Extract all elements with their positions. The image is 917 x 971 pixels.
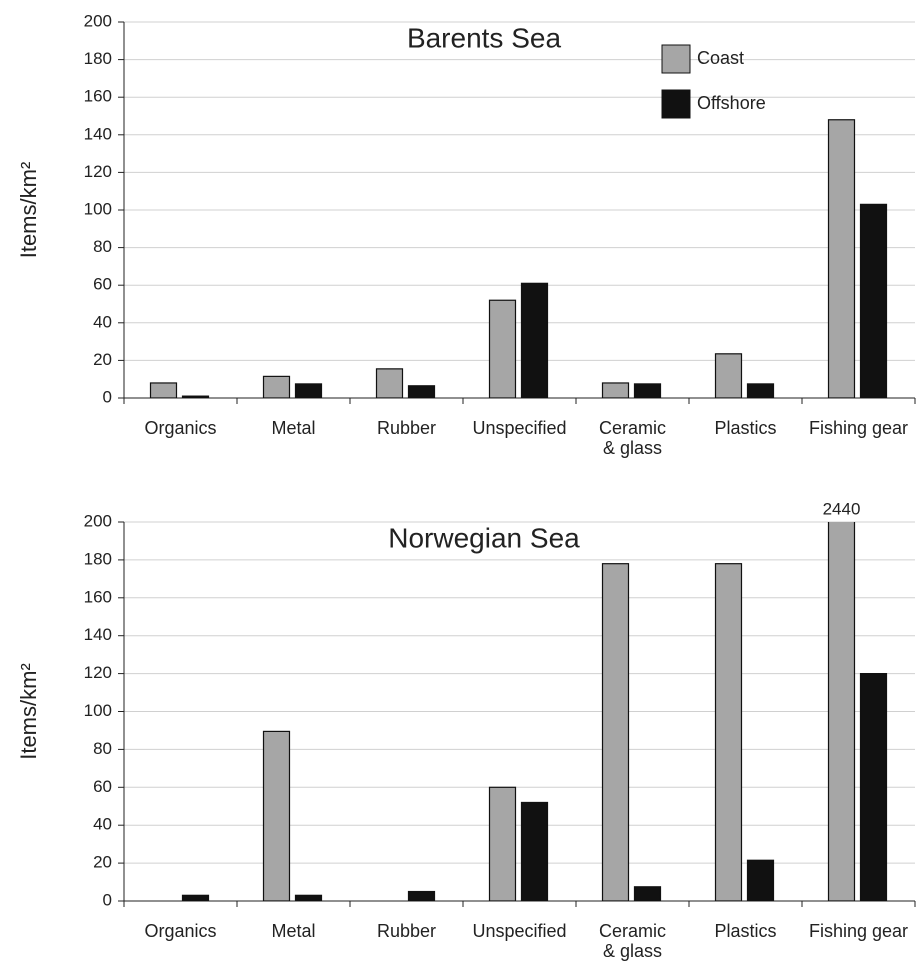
y-tick-label: 60	[93, 275, 112, 294]
y-tick-label: 200	[84, 511, 112, 530]
bar	[407, 890, 436, 901]
bar	[181, 894, 210, 901]
y-tick-label: 0	[103, 387, 112, 406]
chart-title: Barents Sea	[407, 22, 562, 53]
legend-label: Coast	[697, 48, 744, 68]
x-tick-label: Organics	[144, 418, 217, 438]
bar	[520, 801, 549, 901]
bar	[488, 786, 517, 901]
y-tick-label: 120	[84, 663, 112, 682]
x-tick-label: Rubber	[376, 921, 437, 941]
y-tick-label: 120	[84, 162, 112, 181]
y-tick-label: 100	[84, 199, 112, 218]
bar	[714, 563, 743, 901]
y-tick-label: 100	[84, 701, 112, 720]
y-tick-label: 160	[84, 87, 112, 106]
y-tick-label: 20	[93, 853, 112, 872]
x-tick-label: Rubber	[376, 418, 437, 438]
y-tick-label: 160	[84, 587, 112, 606]
y-tick-label: 180	[84, 49, 112, 68]
x-tick-label: Metal	[271, 418, 316, 438]
bar	[149, 382, 178, 398]
x-tick-label: Plastics	[714, 418, 777, 438]
y-tick-label: 60	[93, 777, 112, 796]
bar	[714, 353, 743, 398]
y-tick-label: 140	[84, 124, 112, 143]
bar	[633, 383, 662, 398]
bar	[488, 299, 517, 398]
bar	[827, 119, 856, 398]
legend-swatch	[661, 89, 691, 119]
bar	[407, 385, 436, 398]
bar	[859, 203, 888, 398]
legend-label: Offshore	[697, 93, 766, 113]
y-tick-label: 140	[84, 625, 112, 644]
y-tick-label: 200	[84, 11, 112, 30]
bar	[746, 383, 775, 398]
bar	[294, 894, 323, 901]
y-tick-label: 40	[93, 312, 112, 331]
bar	[520, 282, 549, 398]
x-tick-label: Unspecified	[472, 921, 567, 941]
x-tick-label: Ceramic & glass	[598, 921, 666, 961]
y-tick-label: 80	[93, 237, 112, 256]
x-tick-label: Fishing gear	[808, 921, 909, 941]
bar	[601, 563, 630, 901]
bar	[827, 522, 856, 901]
x-tick-label: Fishing gear	[808, 418, 909, 438]
legend-swatch	[661, 44, 691, 74]
x-tick-label: Organics	[144, 921, 217, 941]
x-tick-label: Metal	[271, 921, 316, 941]
y-axis-label: Items/km²	[16, 162, 41, 259]
y-tick-label: 40	[93, 815, 112, 834]
y-tick-label: 80	[93, 739, 112, 758]
y-tick-label: 0	[103, 890, 112, 909]
bar	[375, 368, 404, 398]
y-tick-label: 20	[93, 350, 112, 369]
x-tick-label: Ceramic & glass	[598, 418, 666, 458]
bar	[601, 382, 630, 398]
bar	[262, 730, 291, 901]
value-label: 2440	[823, 499, 861, 518]
y-axis-label: Items/km²	[16, 663, 41, 760]
bar	[262, 375, 291, 398]
y-tick-label: 180	[84, 549, 112, 568]
bar	[633, 886, 662, 901]
bar	[294, 383, 323, 398]
chart-title: Norwegian Sea	[388, 522, 580, 553]
x-tick-label: Unspecified	[472, 418, 567, 438]
bar	[859, 672, 888, 901]
x-tick-label: Plastics	[714, 921, 777, 941]
bar	[181, 395, 210, 398]
bar	[746, 859, 775, 901]
